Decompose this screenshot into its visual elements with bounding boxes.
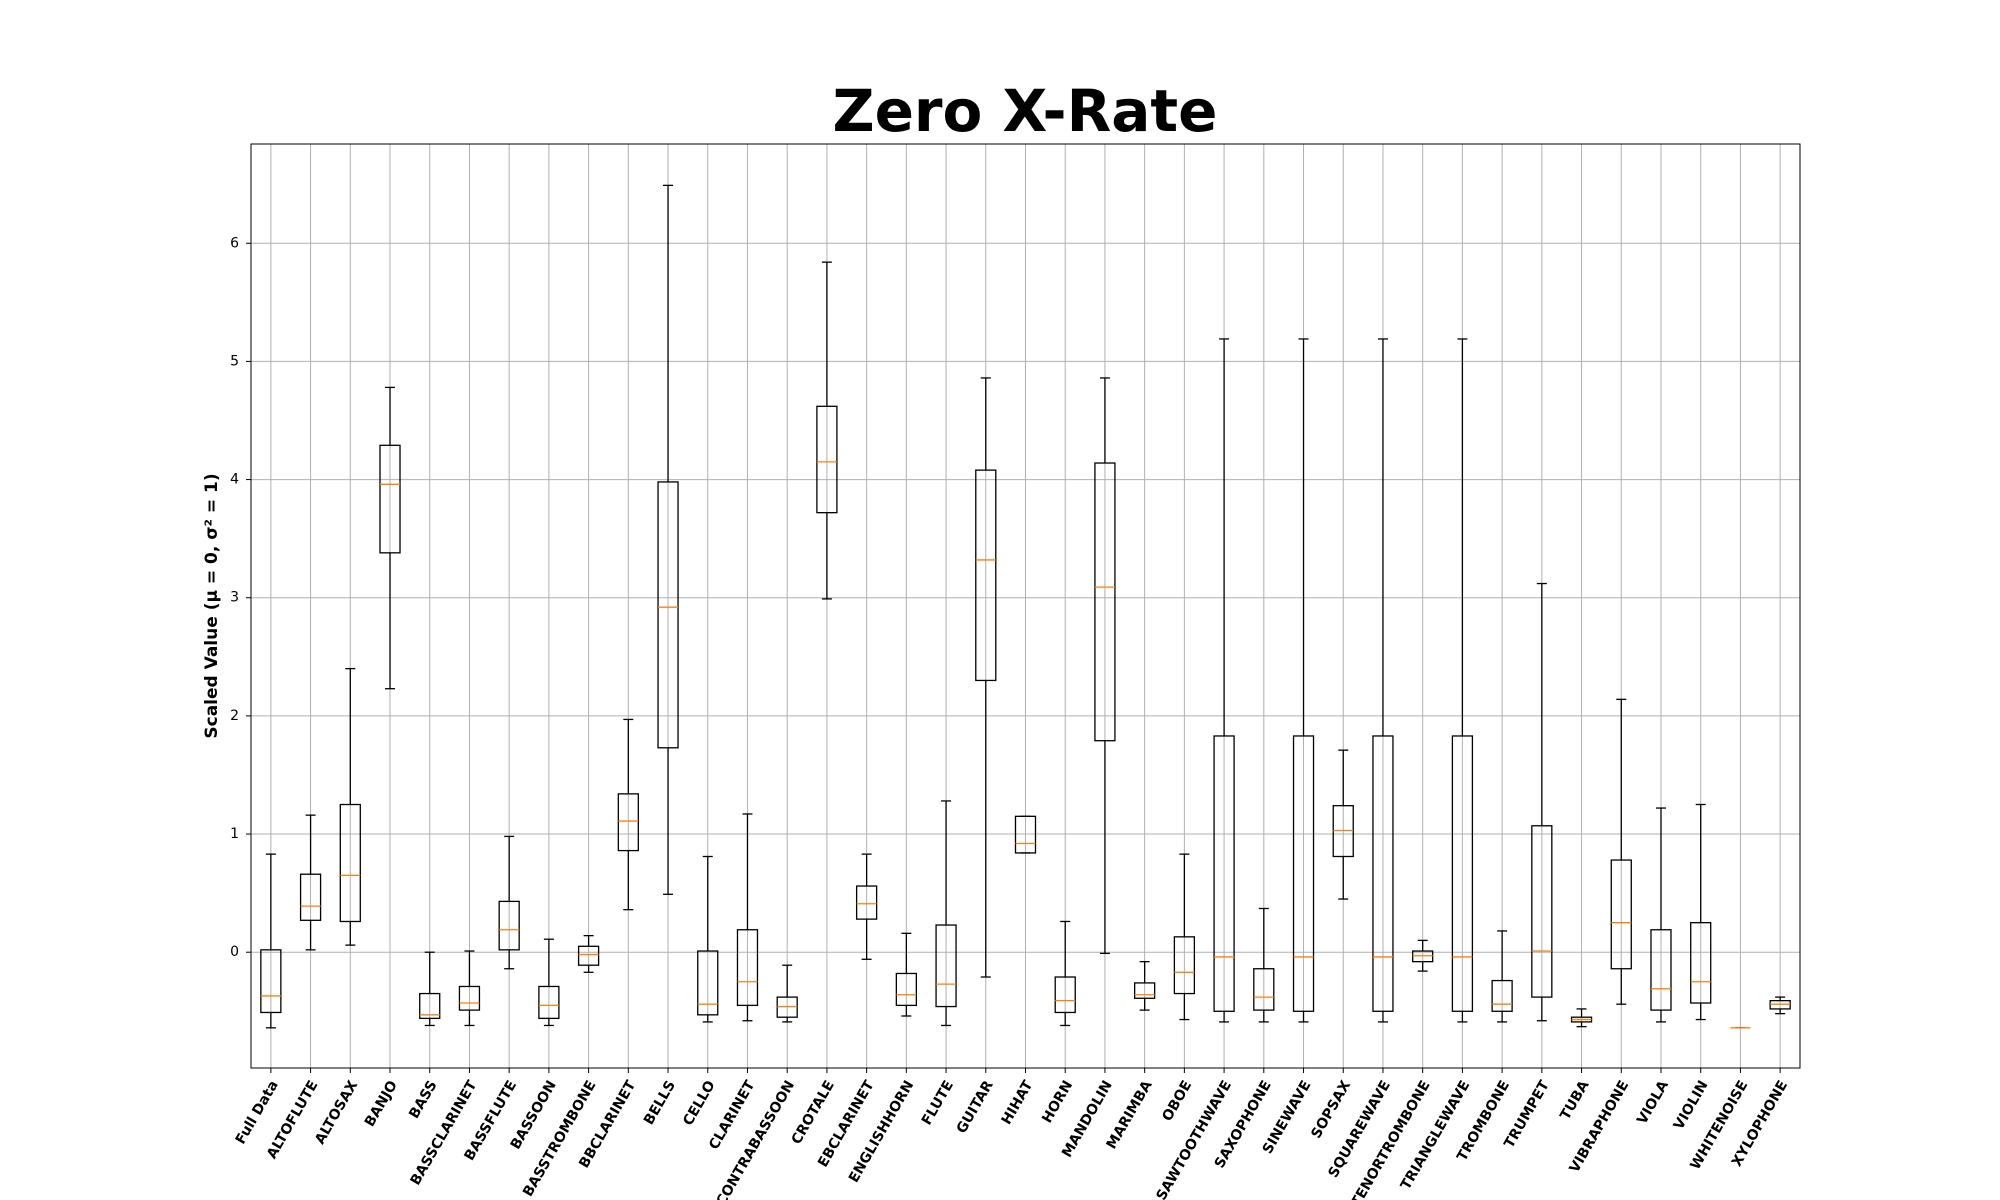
y-tick-label: 5 xyxy=(230,353,239,369)
y-tick-label: 0 xyxy=(230,944,239,960)
y-tick-label: 3 xyxy=(230,590,239,606)
box xyxy=(736,929,759,1007)
box xyxy=(1650,929,1672,1011)
x-tick-label: BASS xyxy=(406,1078,440,1122)
box xyxy=(1173,936,1196,995)
box xyxy=(458,985,481,1011)
x-tick-label: GUITAR xyxy=(954,1078,997,1137)
chart-title: Zero X-Rate xyxy=(833,77,1218,145)
box xyxy=(935,924,957,1008)
x-tick-label: CELLO xyxy=(680,1078,718,1129)
box xyxy=(1213,735,1235,1012)
box xyxy=(1054,976,1076,1014)
box xyxy=(1094,462,1116,742)
box xyxy=(419,992,441,1020)
box xyxy=(260,949,282,1014)
box xyxy=(1253,968,1275,1011)
box xyxy=(1292,735,1315,1012)
box xyxy=(816,405,838,514)
y-axis-label: Scaled Value (μ = 0, σ² = 1) xyxy=(202,473,222,738)
box xyxy=(1531,825,1553,998)
box xyxy=(1690,922,1712,1004)
box xyxy=(1491,979,1513,1012)
x-tick-label: VIOLA xyxy=(1634,1078,1672,1127)
y-tick-label: 4 xyxy=(230,472,239,488)
box xyxy=(1610,859,1632,970)
box xyxy=(855,885,878,920)
box xyxy=(657,481,679,749)
box xyxy=(975,469,997,682)
y-tick-label: 2 xyxy=(230,708,239,724)
x-tick-label: HIHAT xyxy=(999,1078,1037,1128)
y-tick-label: 1 xyxy=(230,826,239,842)
box xyxy=(577,945,600,966)
x-tick-label: SOPSAX xyxy=(1308,1078,1354,1142)
x-tick-label: TUBA xyxy=(1557,1078,1592,1123)
x-tick-label: SAWTOOTHWAVE xyxy=(1153,1078,1235,1200)
x-tick-label: VIOLIN xyxy=(1671,1078,1712,1133)
box xyxy=(1014,815,1037,854)
box xyxy=(617,793,639,852)
x-tick-label: BELLS xyxy=(641,1078,679,1128)
box xyxy=(379,444,401,554)
box xyxy=(697,950,719,1016)
box xyxy=(895,972,917,1007)
box xyxy=(1372,735,1394,1012)
x-tick-label: BASSTROMBONE xyxy=(520,1078,599,1200)
x-tick-label: FLUTE xyxy=(919,1078,957,1128)
box xyxy=(1451,735,1474,1012)
x-tick-label: BANJO xyxy=(362,1078,401,1130)
box xyxy=(339,803,361,923)
box xyxy=(498,900,520,951)
x-tick-label: HORN xyxy=(1039,1078,1076,1126)
y-tick-label: 6 xyxy=(230,235,239,251)
box xyxy=(299,873,322,921)
box xyxy=(538,985,560,1020)
x-tick-label: OBOE xyxy=(1159,1078,1195,1124)
box xyxy=(1134,982,1156,999)
plot-frame xyxy=(250,143,1801,1069)
